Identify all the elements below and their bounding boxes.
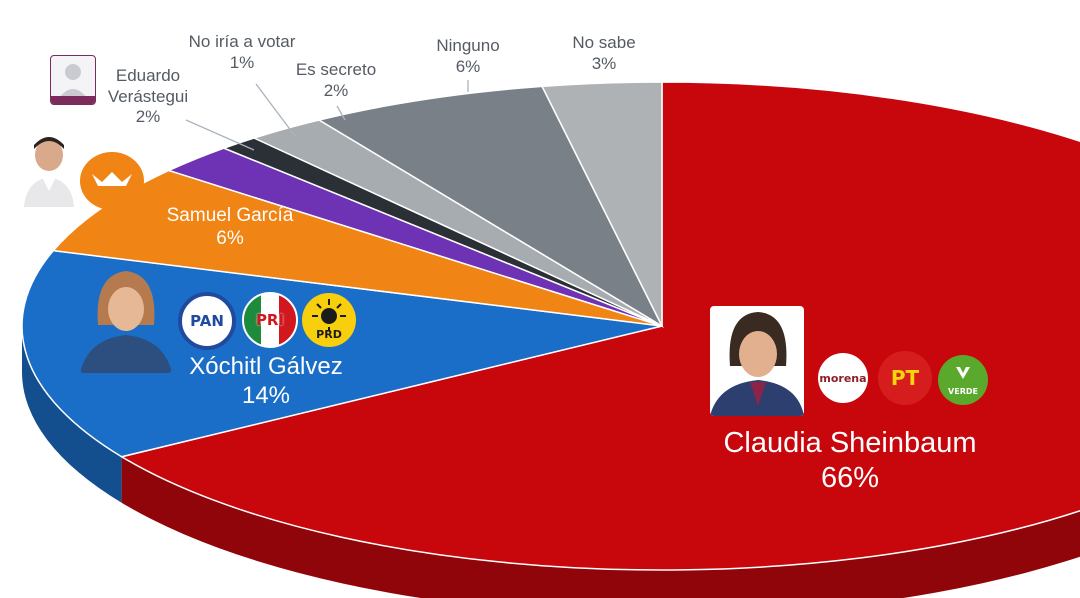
pie-side-claudia-sheinbaum — [121, 456, 1080, 598]
label-xochitl-pct: 14% — [241, 382, 291, 410]
candidato-placeholder-icon — [50, 55, 96, 105]
label-es-secreto-pct: 2% — [323, 80, 349, 100]
pt-logo-text: PT — [890, 366, 920, 390]
leader-line-eduardo — [185, 119, 255, 151]
leader-line-es-secreto — [336, 105, 346, 121]
verde-logo: VERDE — [938, 355, 988, 405]
label-ninguno-pct: 6% — [455, 56, 481, 76]
label-ninguno-name: Ninguno — [436, 36, 500, 55]
leader-line-no-iria — [255, 83, 296, 137]
label-es-secreto-name: Es secreto — [295, 60, 377, 79]
pie-3d-sides — [22, 326, 1080, 598]
morena-logo: morena — [818, 353, 868, 403]
label-samuel: Samuel García 6% — [150, 204, 310, 250]
label-xochitl: Xóchitl Gálvez 14% — [180, 352, 352, 411]
leader-lines — [185, 80, 469, 151]
prd-logo: PRD — [302, 293, 356, 347]
label-eduardo: Eduardo Verástegui 2% — [100, 66, 196, 128]
label-eduardo-line2: Verástegui — [107, 86, 189, 106]
label-no-iria-pct: 1% — [229, 52, 255, 72]
samuel-photo — [20, 133, 78, 207]
pie-side-xochitl-galvez — [22, 326, 122, 503]
label-eduardo-pct: 2% — [135, 107, 161, 127]
prd-logo-text: PRD — [316, 328, 342, 341]
label-samuel-pct: 6% — [216, 228, 244, 250]
label-claudia-pct: 66% — [820, 462, 880, 495]
pie-slice-no-sabe — [540, 81, 663, 327]
movimiento-ciudadano-logo — [80, 152, 144, 210]
label-claudia-name: Claudia Sheinbaum — [723, 427, 977, 459]
label-ninguno: Ninguno 6% — [420, 36, 516, 77]
xochitl-photo — [80, 265, 172, 373]
label-no-iria: No iría a votar 1% — [176, 32, 308, 73]
label-eduardo-line1: Eduardo — [115, 66, 181, 85]
label-claudia: Claudia Sheinbaum 66% — [722, 426, 978, 497]
label-no-sabe: No sabe 3% — [554, 33, 654, 74]
label-no-sabe-name: No sabe — [572, 33, 636, 52]
label-es-secreto: Es secreto 2% — [284, 60, 388, 101]
label-xochitl-name: Xóchitl Gálvez — [189, 353, 343, 380]
pie-slices — [21, 81, 1080, 571]
label-no-sabe-pct: 3% — [591, 53, 617, 73]
label-no-iria-name: No iría a votar — [188, 32, 296, 51]
label-samuel-name: Samuel García — [166, 205, 294, 226]
pri-logo-text: PRI — [255, 311, 285, 329]
pie-slice-ninguno — [317, 85, 664, 328]
morena-logo-text: morena — [819, 371, 867, 385]
pan-logo-text: PAN — [190, 312, 224, 330]
pri-logo: PRI — [242, 292, 298, 348]
pt-logo: PT — [878, 351, 932, 405]
pie-slice-claudia-sheinbaum — [119, 81, 1080, 571]
pie-slice-xochitl-galvez — [21, 249, 663, 458]
verde-logo-text: VERDE — [948, 387, 978, 396]
pan-logo: PAN — [178, 292, 236, 350]
claudia-photo — [710, 306, 804, 416]
